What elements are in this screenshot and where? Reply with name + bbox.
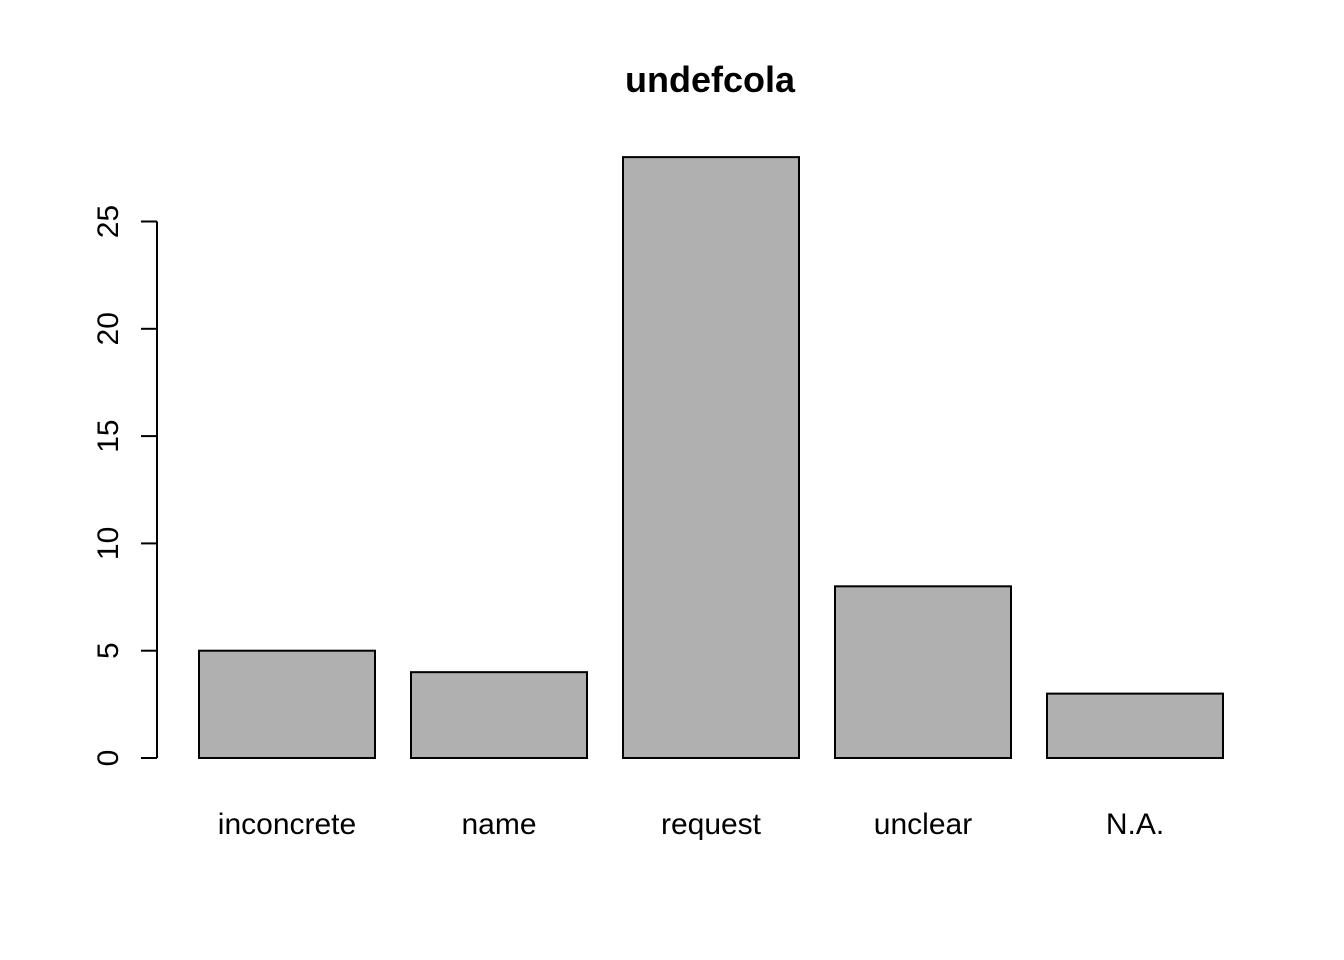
y-tick-label: 25 [92,205,125,238]
x-category-label: request [661,808,762,841]
y-tick-label: 15 [92,419,125,452]
y-tick-label: 10 [92,527,125,560]
y-tick-label: 20 [92,312,125,345]
y-axis: 0 5 10 15 20 25 [92,205,158,767]
x-category-label: name [461,808,536,841]
chart-title: undefcola [625,59,796,100]
bar [622,156,800,759]
y-tick-label: 0 [92,750,125,767]
x-category-label: unclear [874,808,972,841]
y-tick-label: 5 [92,642,125,659]
bar [834,585,1012,759]
bar [1046,692,1224,759]
x-axis-labels: inconcrete name request unclear N.A. [218,808,1164,841]
bars-group [198,156,1224,760]
x-category-label: inconcrete [218,808,356,841]
bar [410,671,588,759]
bar [198,649,376,760]
x-category-label: N.A. [1106,808,1164,841]
